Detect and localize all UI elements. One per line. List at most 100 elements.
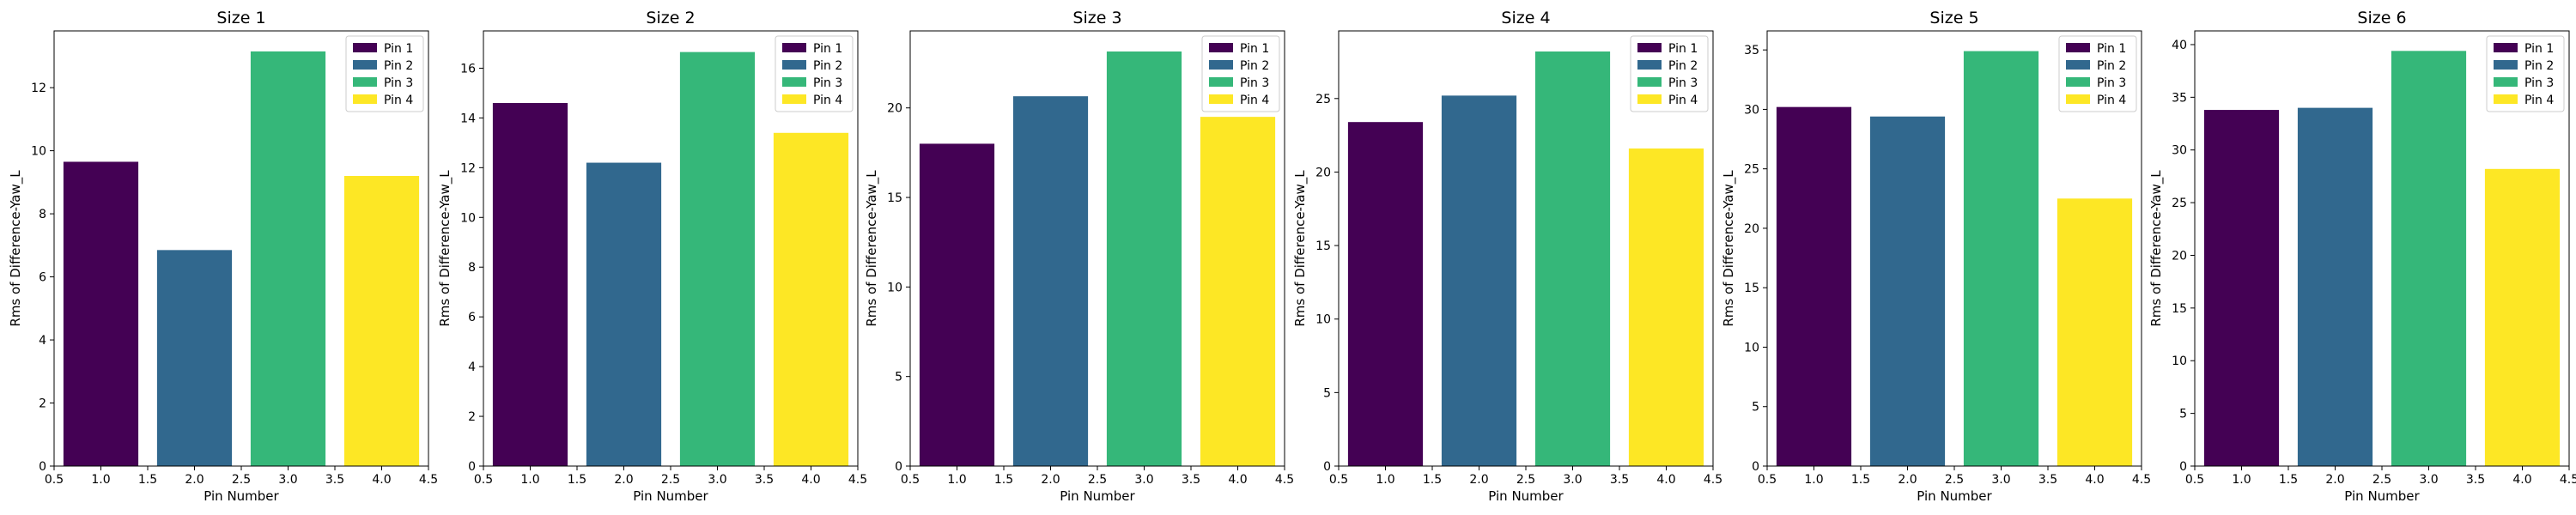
y-tick-label: 5 <box>1752 401 1759 415</box>
legend-label: Pin 3 <box>384 76 413 90</box>
y-tick-label: 35 <box>1744 44 1759 58</box>
x-tick-label: 1.5 <box>2279 473 2298 487</box>
bar-pin-4 <box>1200 117 1276 467</box>
x-tick-label: 4.0 <box>2512 473 2531 487</box>
bar-pin-1 <box>1347 122 1424 466</box>
bar-pin-2 <box>1012 96 1089 466</box>
legend-label: Pin 2 <box>813 59 842 73</box>
bar-pin-1 <box>919 143 995 466</box>
legend-swatch <box>353 77 377 87</box>
legend: Pin 1 Pin 2 Pin 3 Pin 4 <box>1201 35 1280 112</box>
x-tick-label: 4.5 <box>1275 473 1294 487</box>
x-tick-label: 3.0 <box>708 473 726 487</box>
x-tick-label: 4.5 <box>848 473 867 487</box>
subplot-1: Size 1 0.5 1.0 1.5 2.0 2.5 3.0 3.5 4.0 4.5 0 2 4 6 8 10… <box>8 9 438 504</box>
legend-label: Pin 2 <box>2097 59 2126 73</box>
x-tick-label: 2.5 <box>2372 473 2391 487</box>
bar-pin-1 <box>63 161 139 466</box>
legend-box <box>345 35 424 112</box>
y-tick-label: 5 <box>1323 386 1331 400</box>
x-tick-label: 4.5 <box>1704 473 1722 487</box>
y-tick-label: 10 <box>31 145 46 159</box>
legend-swatch <box>782 77 806 87</box>
legend-label: Pin 1 <box>813 42 842 56</box>
bar-pin-1 <box>2203 110 2280 466</box>
subplot-2: Size 2 0.5 1.0 1.5 2.0 2.5 3.0 3.5 4.0 4.5 0 2 4 6 8 10… <box>437 9 867 504</box>
x-axis-label: Pin Number <box>1060 488 1135 504</box>
bar-pin-4 <box>773 132 849 467</box>
legend-swatch <box>353 60 377 70</box>
x-tick-label: 3.5 <box>325 473 344 487</box>
x-tick-label: 1.5 <box>994 473 1013 487</box>
y-tick-label: 14 <box>460 112 476 125</box>
y-axis-label: Rms of Difference-Yaw_L <box>1721 170 1737 327</box>
legend-label: Pin 2 <box>1668 59 1698 73</box>
y-tick-label: 25 <box>1315 93 1331 106</box>
y-tick-label: 15 <box>887 191 902 205</box>
bar-pin-2 <box>1869 116 1946 466</box>
y-axis-label: Rms of Difference-Yaw_L <box>437 170 453 327</box>
bar-pin-4 <box>1628 148 1704 466</box>
y-tick-label: 5 <box>895 371 902 385</box>
bar-pin-4 <box>2484 168 2561 466</box>
legend-label: Pin 1 <box>1668 42 1698 56</box>
legend-label: Pin 2 <box>2524 59 2554 73</box>
legend-label: Pin 1 <box>384 42 413 56</box>
subplot-3: Size 3 0.5 1.0 1.5 2.0 2.5 3.0 3.5 4.0 4.5 0 5 10 15 2… <box>864 9 1294 504</box>
x-tick-label: 3.0 <box>278 473 297 487</box>
legend: Pin 1 Pin 2 Pin 3 Pin 4 <box>2486 35 2565 112</box>
legend-label: Pin 4 <box>384 94 413 107</box>
legend-label: Pin 1 <box>2524 42 2554 56</box>
y-tick-label: 10 <box>1315 313 1331 327</box>
legend-swatch <box>1209 43 1233 52</box>
x-tick-label: 2.5 <box>1945 473 1964 487</box>
bar-pin-3 <box>250 51 326 467</box>
subplot-5: Size 5 0.5 1.0 1.5 2.0 2.5 3.0 3.5 4.0 4.5 0 5 10 15 2… <box>1721 9 2151 504</box>
legend: Pin 1 Pin 2 Pin 3 Pin 4 <box>345 35 424 112</box>
legend-box <box>2486 35 2565 112</box>
x-tick-label: 1.5 <box>138 473 157 487</box>
y-tick-label: 0 <box>1752 460 1759 474</box>
y-tick-label: 0 <box>39 460 46 474</box>
y-tick-label: 0 <box>468 460 476 474</box>
y-tick-label: 6 <box>39 271 46 285</box>
legend-label: Pin 3 <box>2097 76 2126 90</box>
y-axis-label: Rms of Difference-Yaw_L <box>2148 170 2165 327</box>
legend-swatch <box>1209 94 1233 104</box>
legend-swatch <box>1637 43 1662 52</box>
x-tick-label: 3.5 <box>1610 473 1629 487</box>
y-tick-label: 8 <box>468 261 476 275</box>
x-tick-label: 3.0 <box>2419 473 2438 487</box>
legend-swatch <box>2494 60 2518 70</box>
bar-pin-3 <box>1963 51 2039 466</box>
x-tick-label: 0.5 <box>1758 473 1777 487</box>
y-tick-label: 16 <box>460 62 476 76</box>
legend-label: Pin 4 <box>2524 94 2554 107</box>
legend-swatch <box>1637 60 1662 70</box>
chart-title: Size 3 <box>1072 9 1121 27</box>
legend-swatch <box>2494 77 2518 87</box>
legend: Pin 1 Pin 2 Pin 3 Pin 4 <box>1630 35 1709 112</box>
y-tick-label: 15 <box>2172 302 2187 316</box>
x-tick-label: 0.5 <box>474 473 493 487</box>
x-tick-label: 4.0 <box>372 473 391 487</box>
bar-pin-4 <box>343 176 420 466</box>
x-axis-label: Pin Number <box>633 488 708 504</box>
y-tick-label: 15 <box>1315 239 1331 253</box>
bar-pin-1 <box>492 103 568 466</box>
bar-pin-1 <box>1776 106 1852 467</box>
x-axis-label: Pin Number <box>2344 488 2420 504</box>
legend-swatch <box>782 43 806 52</box>
y-tick-label: 20 <box>887 102 902 116</box>
y-tick-label: 25 <box>1744 163 1759 177</box>
y-tick-label: 10 <box>460 211 476 225</box>
legend-box <box>1201 35 1280 112</box>
y-tick-label: 35 <box>2172 91 2187 105</box>
x-tick-label: 4.0 <box>801 473 820 487</box>
legend-label: Pin 4 <box>1668 94 1698 107</box>
x-tick-label: 4.0 <box>1656 473 1675 487</box>
chart-title: Size 5 <box>1929 9 1978 27</box>
subplot-6: Size 6 0.5 1.0 1.5 2.0 2.5 3.0 3.5 4.0 4.5 0 5 10 15 2… <box>2148 9 2576 504</box>
y-tick-label: 6 <box>468 311 476 324</box>
legend-label: Pin 1 <box>2097 42 2126 56</box>
